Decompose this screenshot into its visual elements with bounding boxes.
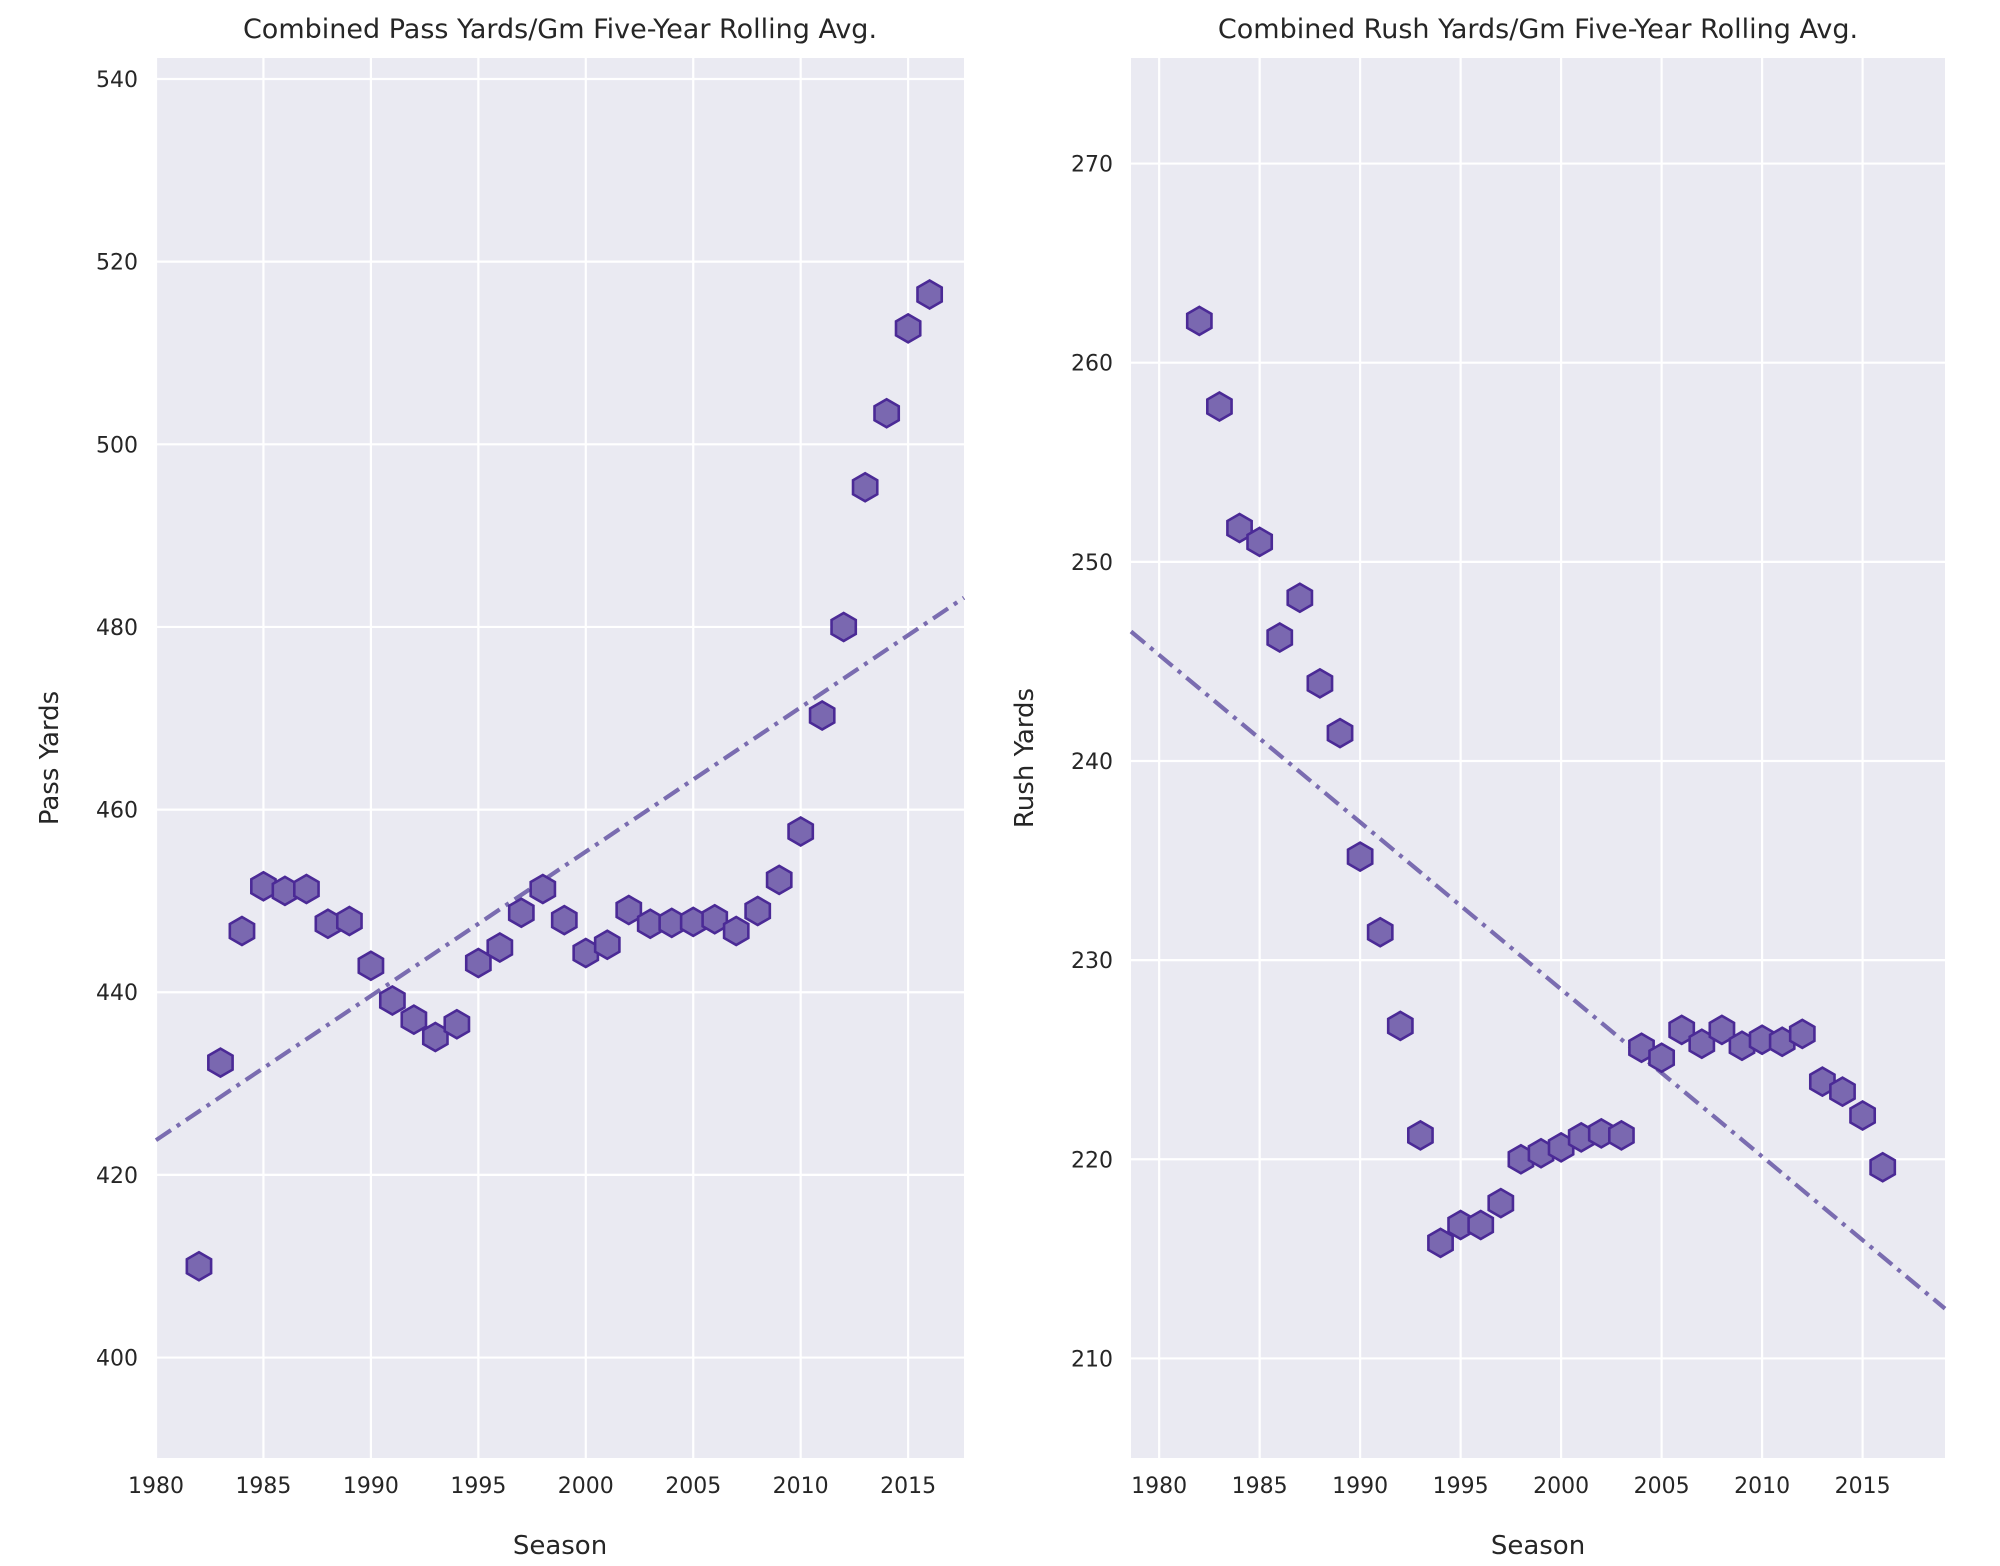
pass-y-tick-label: 420 bbox=[96, 1164, 138, 1189]
rush-yards-chart: 1980 1985 1990 1995 2000 2005 2010 2015 210 220 23… bbox=[1010, 14, 1947, 1561]
rush-y-axis-label: Rush Yards bbox=[1010, 688, 1040, 828]
pass-data-point bbox=[529, 873, 557, 905]
rush-x-tick-label: 1995 bbox=[1433, 1474, 1489, 1499]
pass-x-axis-label: Season bbox=[513, 1531, 607, 1561]
pass-data-point bbox=[486, 931, 514, 964]
rush-y-tick-label: 250 bbox=[1071, 551, 1113, 576]
pass-data-point bbox=[185, 1250, 213, 1282]
rush-y-tick-label: 220 bbox=[1071, 1148, 1113, 1173]
pass-data-point bbox=[851, 471, 879, 503]
pass-data-point bbox=[787, 816, 815, 848]
pass-chart-title: Combined Pass Yards/Gm Five-Year Rolling… bbox=[243, 14, 877, 45]
rush-data-point bbox=[1849, 1099, 1877, 1131]
rush-x-tick-label: 2005 bbox=[1634, 1474, 1690, 1499]
rush-x-tick-label: 1990 bbox=[1332, 1474, 1388, 1499]
pass-y-axis-label: Pass Yards bbox=[35, 691, 65, 825]
pass-data-point bbox=[335, 905, 363, 937]
rush-data-point bbox=[1266, 622, 1294, 654]
pass-x-tick-label: 1980 bbox=[128, 1474, 184, 1499]
rush-data-point bbox=[1346, 841, 1374, 873]
rush-x-tick-label: 1985 bbox=[1232, 1474, 1288, 1499]
pass-data-point bbox=[292, 873, 320, 905]
pass-y-tick-label: 440 bbox=[96, 981, 138, 1006]
pass-data-point bbox=[873, 397, 901, 429]
pass-data-point bbox=[744, 895, 772, 927]
pass-y-tick-label: 460 bbox=[96, 799, 138, 824]
pass-data-point bbox=[722, 915, 750, 947]
rush-data-point bbox=[1788, 1018, 1816, 1050]
rush-data-point bbox=[1648, 1042, 1676, 1074]
pass-data-point bbox=[250, 870, 277, 902]
pass-y-tick-label: 540 bbox=[96, 68, 138, 93]
rush-chart-title: Combined Rush Yards/Gm Five-Year Rolling… bbox=[1218, 14, 1858, 45]
pass-x-tick-label: 1990 bbox=[343, 1474, 399, 1499]
rush-y-tick-label: 210 bbox=[1071, 1347, 1113, 1372]
rush-trend-line bbox=[1129, 629, 1947, 1311]
rush-data-point bbox=[1386, 1010, 1414, 1042]
pass-data-point bbox=[550, 904, 578, 936]
rush-y-tick-label: 260 bbox=[1071, 352, 1113, 377]
pass-data-point bbox=[357, 950, 385, 982]
pass-y-tick-label: 480 bbox=[96, 616, 138, 641]
pass-yards-chart: 1980 1985 1990 1995 2000 2005 2010 2015 400 420 44… bbox=[35, 14, 966, 1561]
rush-data-point bbox=[1487, 1187, 1515, 1219]
rush-data-point bbox=[1708, 1014, 1736, 1046]
pass-data-point bbox=[378, 984, 406, 1016]
rush-plot-area bbox=[1131, 58, 1945, 1458]
pass-x-tick-label: 2005 bbox=[665, 1474, 721, 1499]
pass-data-point bbox=[593, 929, 621, 961]
pass-y-tick-label: 520 bbox=[96, 251, 138, 276]
pass-data-point bbox=[765, 864, 793, 896]
rush-y-tick-label: 240 bbox=[1071, 750, 1113, 775]
rush-data-point bbox=[1185, 305, 1213, 337]
rush-y-tick-label: 230 bbox=[1071, 949, 1113, 974]
pass-y-tick-label: 500 bbox=[96, 433, 138, 458]
pass-x-tick-label: 2015 bbox=[880, 1474, 936, 1499]
pass-data-point bbox=[701, 903, 729, 935]
rush-x-tick-label: 2015 bbox=[1835, 1474, 1891, 1499]
pass-data-point bbox=[615, 894, 643, 926]
pass-data-point bbox=[400, 1004, 428, 1036]
rush-x-tick-label: 2000 bbox=[1533, 1474, 1589, 1499]
rush-data-point bbox=[1427, 1227, 1454, 1259]
pass-x-tick-label: 2000 bbox=[558, 1474, 614, 1499]
rush-data-point bbox=[1808, 1066, 1836, 1098]
rush-x-axis-label: Season bbox=[1491, 1531, 1585, 1561]
rush-data-point bbox=[1206, 391, 1233, 423]
rush-data-point bbox=[1607, 1119, 1635, 1151]
pass-data-point bbox=[228, 915, 256, 947]
rush-x-tick-label: 2010 bbox=[1734, 1474, 1790, 1499]
pass-x-tick-label: 1985 bbox=[235, 1474, 291, 1499]
rush-data-point bbox=[1869, 1151, 1897, 1183]
pass-y-tick-label: 400 bbox=[96, 1347, 138, 1372]
pass-x-tick-label: 2010 bbox=[773, 1474, 829, 1499]
rush-data-point bbox=[1407, 1119, 1434, 1151]
rush-data-point bbox=[1286, 582, 1314, 614]
rush-x-tick-label: 1980 bbox=[1131, 1474, 1187, 1499]
pass-data-point bbox=[507, 897, 535, 929]
pass-plot-area bbox=[156, 58, 964, 1458]
pass-data-point bbox=[207, 1047, 234, 1079]
rush-data-point bbox=[1326, 717, 1354, 749]
pass-data-point bbox=[894, 312, 922, 344]
pass-data-point bbox=[443, 1008, 471, 1040]
rush-data-point bbox=[1246, 526, 1274, 558]
pass-x-tick-label: 1995 bbox=[450, 1474, 506, 1499]
rush-data-point bbox=[1306, 667, 1334, 699]
rush-data-point bbox=[1829, 1076, 1856, 1108]
pass-data-point bbox=[830, 611, 858, 643]
rush-data-point bbox=[1467, 1209, 1495, 1241]
pass-data-point bbox=[808, 700, 836, 732]
rush-y-tick-label: 270 bbox=[1071, 153, 1113, 178]
rush-data-point bbox=[1226, 512, 1253, 544]
rush-data-point bbox=[1366, 916, 1394, 948]
pass-data-point bbox=[916, 279, 944, 311]
rush-data-point bbox=[1668, 1014, 1696, 1046]
rush-data-point bbox=[1628, 1032, 1655, 1064]
